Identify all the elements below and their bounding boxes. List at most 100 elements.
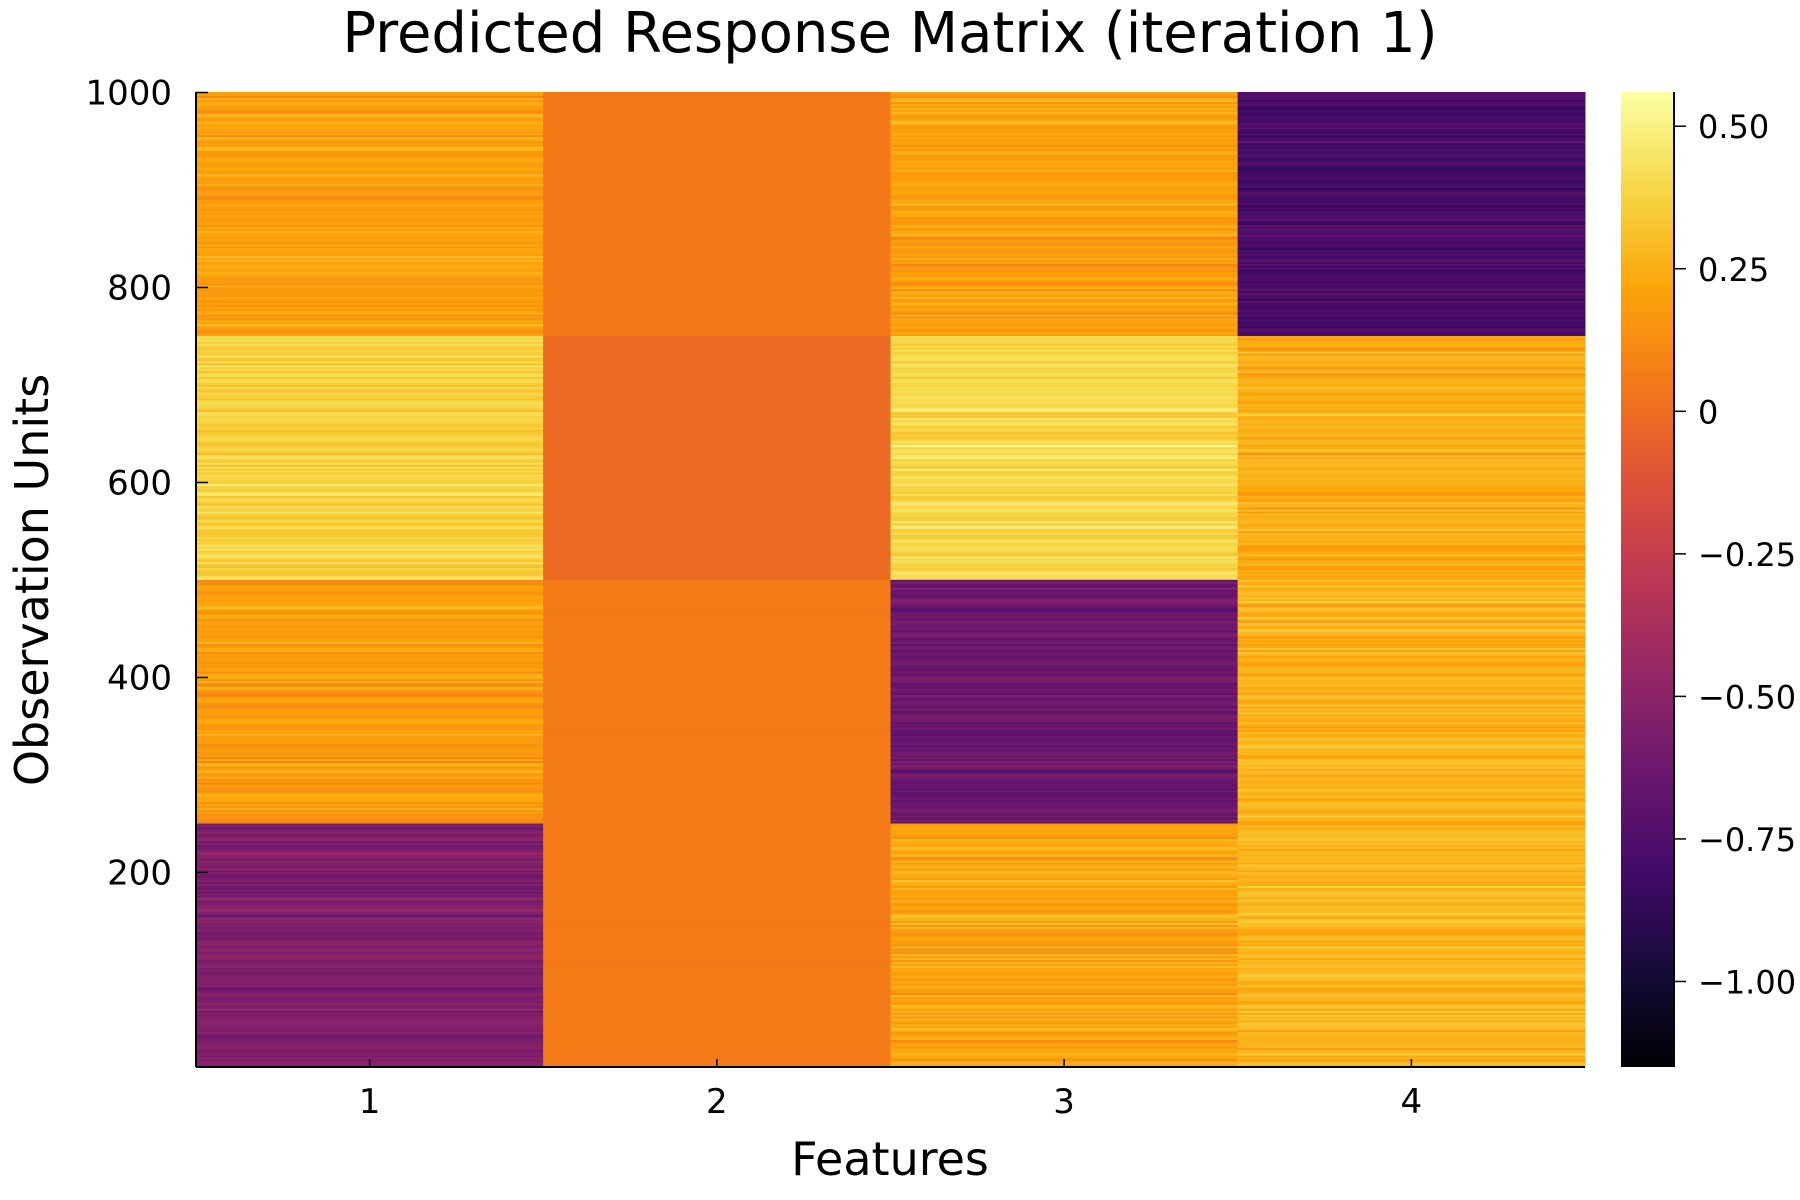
heatmap-row-strip [543, 638, 891, 641]
heatmap-row-strip [890, 870, 1239, 873]
heatmap-row-strip [196, 478, 544, 481]
heatmap-row-strip [196, 948, 544, 951]
heatmap-row-strip [890, 93, 1239, 97]
heatmap-row-strip [890, 610, 1239, 613]
heatmap-row-strip [1237, 230, 1586, 233]
heatmap-row-strip [196, 811, 544, 814]
heatmap-row-strip [1237, 207, 1586, 210]
heatmap-row-strip [196, 134, 544, 138]
heatmap-row-strip [543, 222, 891, 225]
heatmap-row-strip [890, 899, 1239, 902]
heatmap-row-strip [196, 858, 544, 861]
heatmap-row-strip [196, 446, 544, 450]
heatmap-row-strip [543, 821, 891, 824]
heatmap-row-strip [890, 823, 1239, 826]
heatmap-row-strip [890, 271, 1239, 274]
heatmap-row-strip [1237, 684, 1586, 688]
heatmap-row-strip [1237, 343, 1586, 346]
heatmap-row-strip [1237, 189, 1586, 192]
heatmap-row-strip [1237, 415, 1586, 418]
heatmap-cell-block [890, 335, 1239, 580]
heatmap-row-strip [890, 811, 1239, 814]
heatmap-row-strip [196, 386, 544, 389]
heatmap-row-strip [543, 448, 891, 452]
heatmap-row-strip [543, 987, 891, 990]
heatmap-row-strip [1237, 417, 1586, 420]
heatmap-row-strip [543, 577, 891, 580]
heatmap-row-strip [543, 809, 891, 812]
heatmap-row-strip [1237, 405, 1586, 409]
heatmap-row-strip [890, 932, 1239, 935]
heatmap-row-strip [196, 548, 544, 551]
heatmap-row-strip [890, 1028, 1239, 1031]
heatmap-row-strip [543, 716, 891, 719]
heatmap-row-strip [543, 1057, 891, 1060]
heatmap-row-strip [543, 599, 891, 602]
heatmap-row-strip [890, 936, 1239, 939]
heatmap-row-strip [543, 351, 891, 354]
heatmap-row-strip [543, 755, 891, 758]
heatmap-row-strip [543, 560, 891, 563]
heatmap-row-strip [890, 862, 1239, 865]
heatmap-row-strip [543, 168, 891, 171]
heatmap-row-strip [1237, 833, 1586, 836]
heatmap-row-strip [890, 259, 1239, 262]
heatmap-row-strip [1237, 366, 1586, 370]
heatmap-row-strip [1237, 928, 1586, 931]
heatmap-row-strip [1237, 755, 1586, 758]
heatmap-row-strip [890, 478, 1239, 481]
heatmap-row-strip [1237, 799, 1586, 803]
heatmap-cell-block [1237, 335, 1586, 580]
heatmap-row-strip [1237, 912, 1586, 916]
heatmap-row-strip [196, 677, 544, 680]
heatmap-row-strip [890, 146, 1239, 149]
heatmap-row-strip [196, 197, 544, 200]
heatmap-row-strip [890, 138, 1239, 142]
heatmap-row-strip [1237, 296, 1586, 299]
heatmap-row-strip [890, 261, 1239, 264]
heatmap-row-strip [1237, 823, 1586, 826]
heatmap-row-strip [1237, 191, 1586, 194]
heatmap-row-strip [196, 1041, 544, 1044]
heatmap-row-strip [890, 183, 1239, 186]
heatmap-cell-block [1237, 92, 1586, 337]
heatmap-row-strip [543, 907, 891, 910]
heatmap-row-strip [890, 347, 1239, 350]
heatmap-row-strip [196, 868, 544, 871]
heatmap-row-strip [890, 1051, 1239, 1054]
heatmap-row-strip [196, 474, 544, 477]
heatmap-row-strip [1237, 587, 1586, 590]
heatmap-row-strip [543, 766, 891, 769]
heatmap-row-strip [1237, 1024, 1586, 1027]
heatmap-row-strip [543, 1020, 891, 1023]
heatmap-row-strip [543, 946, 891, 949]
heatmap-cell-block [543, 92, 891, 337]
heatmap-row-strip [890, 678, 1239, 682]
heatmap-row-strip [196, 513, 544, 516]
heatmap-row-strip [890, 386, 1239, 389]
heatmap-row-strip [890, 649, 1239, 652]
heatmap-row-strip [196, 101, 544, 104]
heatmap-row-strip [1237, 1035, 1586, 1039]
heatmap-row-strip [890, 101, 1239, 104]
heatmap-row-strip [196, 530, 544, 533]
heatmap-row-strip [196, 877, 544, 881]
heatmap-row-strip [543, 431, 891, 434]
heatmap-row-strip [196, 916, 544, 920]
heatmap-row-strip [543, 310, 891, 313]
heatmap-row-strip [890, 148, 1239, 151]
heatmap-row-strip [543, 505, 891, 508]
heatmap-row-strip [196, 136, 544, 140]
heatmap-row-strip [543, 636, 891, 639]
heatmap-row-strip [543, 382, 891, 385]
heatmap-row-strip [890, 491, 1239, 494]
heatmap-row-strip [543, 591, 891, 594]
heatmap-row-strip [196, 363, 544, 366]
heatmap-cell-block [890, 823, 1239, 1068]
heatmap-row-strip [1237, 624, 1586, 627]
heatmap-row-strip [890, 694, 1239, 697]
heatmap-row-strip [890, 864, 1239, 867]
heatmap-row-strip [196, 873, 544, 877]
heatmap-row-strip [196, 398, 544, 401]
heatmap-row-strip [1237, 924, 1586, 927]
